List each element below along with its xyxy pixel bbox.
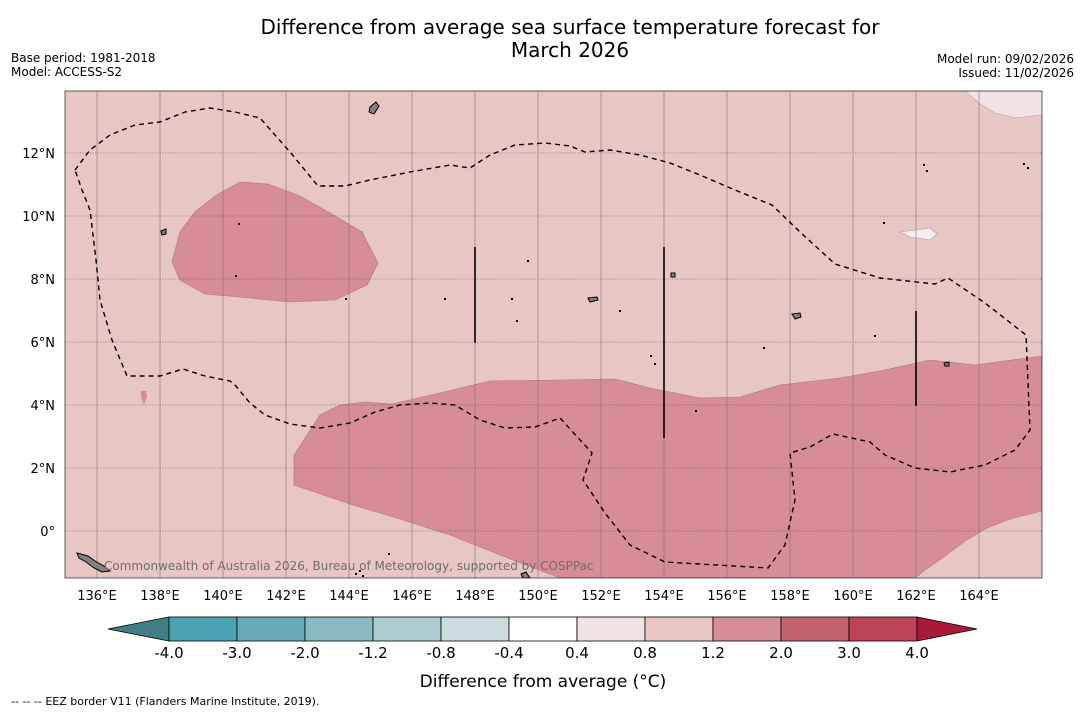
eez-legend: -- -- -- EEZ border V11 (Flanders Marine… [11, 695, 319, 708]
colorbar-bin-9 [712, 616, 782, 642]
colorbar-bin-8 [644, 616, 714, 642]
island-southern [520, 571, 531, 578]
colorbar-tick-label: -2.0 [290, 644, 319, 662]
colorbar-tick-label: 3.0 [837, 644, 861, 662]
base-period: Base period: 1981-2018 [11, 51, 156, 65]
colorbar-high-extension [916, 616, 978, 642]
lon-label-154e: 154°E [644, 589, 684, 604]
lon-label-160e: 160°E [833, 589, 873, 604]
map-panel [65, 91, 1042, 578]
colorbar-tick-labels: -4.0 -3.0 -2.0 -1.2 -0.8 -0.4 0.4 0.8 1.… [154, 644, 929, 662]
colorbar-tick-label: -1.2 [358, 644, 387, 662]
anomaly-band-south [293, 355, 1042, 578]
map-frame [64, 90, 1043, 579]
model-name: Model: ACCESS-S2 [11, 65, 123, 79]
island-east-2 [587, 296, 599, 303]
lon-label-138e: 138°E [140, 589, 180, 604]
lat-label-4n: 4°N [31, 399, 56, 414]
colorbar-tick-label: 1.2 [701, 644, 725, 662]
longitude-labels: 136°E 138°E 140°E 142°E 144°E 146°E 148°… [77, 589, 999, 604]
lat-label-6n: 6°N [31, 336, 56, 351]
colorbar-bin-5 [440, 616, 510, 642]
map-title-line1: Difference from average sea surface temp… [260, 15, 880, 39]
lon-label-142e: 142°E [266, 589, 306, 604]
lon-label-148e: 148°E [455, 589, 495, 604]
colorbar-bin-3 [304, 616, 374, 642]
lon-label-136e: 136°E [77, 589, 117, 604]
latitude-labels: 12°N 10°N 8°N 6°N 4°N 2°N 0° [22, 147, 55, 540]
colorbar-bin-6 [508, 616, 578, 642]
lon-label-146e: 146°E [392, 589, 432, 604]
lat-label-2n: 2°N [31, 462, 56, 477]
lat-label-10n: 10°N [22, 210, 55, 225]
colorbar-bin-11 [848, 616, 918, 642]
eez-legend-text: EEZ border V11 (Flanders Marine Institut… [45, 695, 320, 708]
vertical-marker-lines [474, 247, 917, 438]
anomaly-patch-northwest [171, 181, 379, 303]
attribution: Commonwealth of Australia 2026, Bureau o… [104, 559, 594, 573]
latitude-gridlines [65, 152, 1042, 532]
lon-label-150e: 150°E [518, 589, 558, 604]
lon-label-140e: 140°E [203, 589, 243, 604]
colorbar-bin-7 [576, 616, 646, 642]
colorbar-bin-4 [372, 616, 442, 642]
island-east-3 [943, 361, 950, 367]
island-east-1 [791, 312, 802, 320]
island-west-1 [160, 228, 167, 236]
lat-label-8n: 8°N [31, 273, 56, 288]
colorbar-label: Difference from average (°C) [420, 672, 667, 692]
lon-label-162e: 162°E [896, 589, 936, 604]
island-guam-area [368, 101, 380, 115]
island-east-4 [670, 272, 676, 278]
lon-label-156e: 156°E [707, 589, 747, 604]
island-dots [235, 163, 1029, 577]
colorbar-tick-label: -3.0 [222, 644, 251, 662]
colorbar-tick-label: -0.4 [494, 644, 523, 662]
lon-label-152e: 152°E [581, 589, 621, 604]
colorbar-bin-10 [780, 616, 850, 642]
colorbar-bin-1 [168, 616, 238, 642]
colorbar-tick-label: -4.0 [154, 644, 183, 662]
colorbar-tick-label: 2.0 [769, 644, 793, 662]
meta-right: Model run: 09/02/2026 Issued: 11/02/2026 [937, 52, 1074, 80]
lat-label-0: 0° [40, 525, 55, 540]
eez-legend-symbol: -- -- -- [11, 695, 42, 708]
longitude-gridlines [96, 91, 980, 578]
islands [76, 101, 950, 578]
issued-date: Issued: 11/02/2026 [958, 66, 1074, 80]
colorbar-bin-2 [236, 616, 306, 642]
lon-label-158e: 158°E [770, 589, 810, 604]
map-title-line2: March 2026 [510, 38, 630, 62]
lon-label-144e: 144°E [329, 589, 369, 604]
model-run: Model run: 09/02/2026 [936, 52, 1074, 66]
lat-label-12n: 12°N [22, 147, 55, 162]
colorbar-tick-label: 4.0 [905, 644, 929, 662]
colorbar-tick-label: 0.8 [633, 644, 657, 662]
anomaly-patch-small [898, 227, 938, 241]
eez-border [74, 107, 1031, 569]
meta-left: Base period: 1981-2018 Model: ACCESS-S2 [11, 51, 156, 79]
anomaly-patch-northeast [964, 91, 1042, 119]
colorbar [107, 616, 978, 642]
anomaly-patch-west [141, 391, 147, 405]
lon-label-164e: 164°E [959, 589, 999, 604]
colorbar-tick-label: 0.4 [565, 644, 589, 662]
colorbar-tick-label: -0.8 [426, 644, 455, 662]
island-palau [76, 552, 112, 573]
colorbar-low-extension [107, 616, 170, 642]
